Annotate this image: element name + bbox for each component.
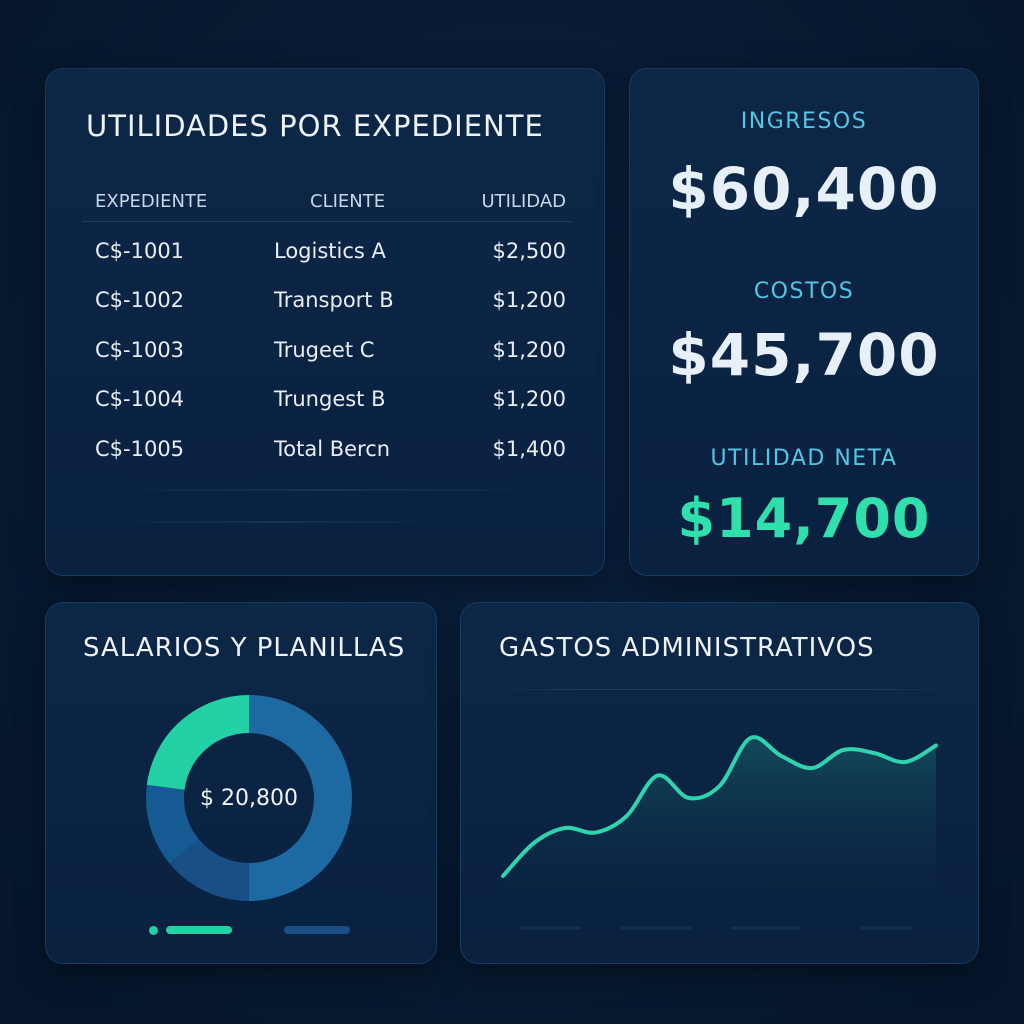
gastos-title: GASTOS ADMINISTRATIVOS bbox=[499, 633, 875, 663]
legend-bar-blue bbox=[284, 926, 350, 934]
cell-expediente: C$-1001 bbox=[95, 238, 185, 263]
table-body: C$-1001 Logistics A $2,500 C$-1002 Trans… bbox=[82, 222, 572, 474]
table-row[interactable]: C$-1002 Transport B $1,200 bbox=[82, 276, 572, 326]
legend-bar-teal bbox=[166, 926, 232, 934]
salarios-card: SALARIOS Y PLANILLAS $ 20,800 bbox=[45, 602, 437, 964]
cell-utilidad: $1,200 bbox=[492, 387, 566, 412]
salarios-total: $ 20,800 bbox=[200, 785, 298, 811]
column-header-cliente: CLIENTE bbox=[310, 190, 386, 212]
cell-utilidad: $1,400 bbox=[492, 436, 566, 461]
gastos-line-chart bbox=[501, 735, 938, 930]
utilidad-neta-value: $14,700 bbox=[677, 487, 931, 550]
table-row[interactable]: C$-1005 Total Bercn $1,400 bbox=[82, 424, 572, 474]
placeholder-line bbox=[106, 521, 446, 523]
utilidades-card: UTILIDADES POR EXPEDIENTE EXPEDIENTE CLI… bbox=[45, 68, 605, 576]
title-divider bbox=[489, 689, 959, 690]
utilidades-title: UTILIDADES POR EXPEDIENTE bbox=[86, 109, 544, 143]
cell-cliente: Transport B bbox=[274, 288, 394, 313]
salarios-donut-chart bbox=[146, 695, 352, 901]
kpi-card: INGRESOS $60,400 COSTOS $45,700 UTILIDAD… bbox=[629, 68, 979, 576]
gastos-area bbox=[503, 737, 936, 923]
cell-utilidad: $1,200 bbox=[492, 288, 566, 313]
gastos-series-line bbox=[501, 735, 938, 878]
cell-expediente: C$-1004 bbox=[95, 387, 185, 412]
cell-cliente: Logistics A bbox=[274, 238, 386, 263]
cell-expediente: C$-1003 bbox=[95, 337, 185, 362]
cell-utilidad: $1,200 bbox=[492, 337, 566, 362]
donut-segment-2 bbox=[146, 695, 352, 901]
column-header-expediente: EXPEDIENTE bbox=[95, 190, 208, 212]
costos-value: $45,700 bbox=[668, 321, 940, 389]
donut-segment-3 bbox=[146, 695, 352, 901]
cell-cliente: Trugeet C bbox=[274, 337, 375, 362]
table-row[interactable]: C$-1003 Trugeet C $1,200 bbox=[82, 325, 572, 375]
cell-cliente: Trungest B bbox=[274, 387, 386, 412]
legend-dot-small bbox=[149, 926, 158, 935]
ingresos-value: $60,400 bbox=[668, 155, 940, 223]
cell-expediente: C$-1005 bbox=[95, 436, 185, 461]
costos-label: COSTOS bbox=[753, 279, 855, 304]
table-row[interactable]: C$-1004 Trungest B $1,200 bbox=[82, 375, 572, 425]
ingresos-label: INGRESOS bbox=[740, 109, 868, 134]
utilidades-table: EXPEDIENTE CLIENTE UTILIDAD C$-1001 Logi… bbox=[82, 181, 572, 474]
placeholder-line bbox=[106, 489, 546, 491]
salarios-title: SALARIOS Y PLANILLAS bbox=[83, 633, 406, 663]
gastos-card: GASTOS ADMINISTRATIVOS bbox=[460, 602, 979, 964]
table-row[interactable]: C$-1001 Logistics A $2,500 bbox=[82, 226, 572, 276]
utilidad-neta-label: UTILIDAD NETA bbox=[710, 446, 898, 471]
cell-expediente: C$-1002 bbox=[95, 288, 185, 313]
cell-utilidad: $2,500 bbox=[492, 238, 566, 263]
table-header: EXPEDIENTE CLIENTE UTILIDAD bbox=[82, 181, 572, 222]
column-header-utilidad: UTILIDAD bbox=[481, 190, 566, 212]
cell-cliente: Total Bercn bbox=[274, 436, 391, 461]
